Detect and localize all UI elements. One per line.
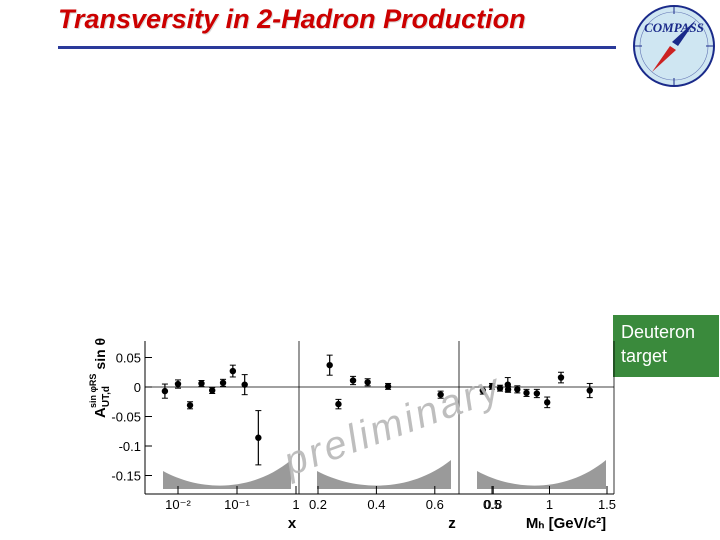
y-tick-label: -0.1 (119, 439, 141, 454)
y-axis: 0.05 0 -0.05 -0.1 -0.15 (111, 351, 152, 484)
marker (241, 381, 248, 388)
marker (479, 387, 486, 394)
data-point (241, 374, 248, 396)
preliminary-watermark: preliminary (277, 365, 508, 485)
x-tick-label: 0.6 (426, 497, 444, 512)
data-point (229, 364, 237, 378)
marker (209, 387, 216, 394)
marker (161, 387, 169, 395)
data-point (557, 371, 565, 384)
data-point (437, 390, 444, 399)
x-tick-label: 0.5 (483, 497, 501, 512)
x-tick-label: 0.8 (484, 497, 502, 512)
y-axis-label-sub: UT,d (101, 386, 112, 407)
systematic-band (163, 460, 291, 489)
marker (533, 390, 541, 397)
marker (198, 380, 205, 387)
marker (349, 377, 357, 384)
title-underline (58, 46, 616, 49)
marker (186, 402, 194, 409)
data-point (209, 387, 216, 394)
marker (557, 374, 565, 381)
x-tick-label: 1 (292, 497, 299, 512)
marker (514, 386, 521, 393)
systematic-band (477, 460, 606, 489)
marker (488, 383, 496, 390)
marker (335, 400, 342, 408)
x-tick-label: 0.4 (367, 497, 385, 512)
marker (255, 434, 262, 441)
data-point (186, 401, 194, 410)
y-axis-label-main: A (92, 407, 109, 418)
badge-line-1: Deuteron (621, 322, 696, 342)
x-tick-label: 1 (546, 497, 553, 512)
data-point (349, 375, 357, 386)
marker (219, 379, 227, 387)
x-axis-title: x (288, 515, 297, 532)
x-axis-title: Mₕ [GeV/c²] (526, 515, 606, 532)
data-point (586, 382, 593, 399)
x-axis-title: z (448, 515, 456, 532)
deuteron-target-badge: Deuteron target (613, 315, 719, 377)
data-point (488, 382, 496, 390)
marker (364, 379, 371, 386)
y-axis-label-sup: sin φRS (88, 374, 98, 408)
svg-text:AUT,dsin φRSsin θ: AUT,dsin φRS sin θ (88, 338, 112, 418)
data-point (174, 379, 182, 389)
marker (229, 367, 237, 375)
data-point (384, 382, 392, 390)
x-tick-label: 10⁻² (165, 497, 191, 512)
chart-frame (144, 341, 615, 495)
data-point (479, 386, 486, 395)
y-tick-label: -0.05 (111, 410, 141, 425)
data-point (326, 354, 333, 376)
marker (504, 386, 512, 393)
data-point (523, 388, 530, 397)
data-point (364, 378, 371, 387)
compass-logo: COMPASS (633, 5, 715, 87)
badge-line-2: target (621, 346, 668, 366)
systematic-bands (163, 460, 606, 489)
y-axis-label: AUT,dsin φRS sin θ (88, 338, 112, 418)
data-point (496, 384, 504, 392)
x-tick-label: 1.5 (598, 497, 616, 512)
logo-text: COMPASS (644, 20, 704, 35)
y-tick-label: -0.15 (111, 469, 141, 484)
y-axis-label-tail: sin θ (92, 338, 108, 370)
marker (544, 399, 551, 406)
data-points (161, 354, 593, 466)
y-tick-label: 0 (134, 380, 141, 395)
data-point (544, 396, 551, 409)
data-point (533, 388, 541, 399)
data-point (255, 410, 262, 466)
data-point (198, 380, 205, 387)
marker (384, 383, 392, 390)
data-point (161, 383, 169, 399)
x-axes: 10⁻² 10⁻¹ 1 x 0.2 0.4 0.6 0.8 z 0.5 1 1.5 Mₕ [GeV/c²… (165, 486, 616, 532)
marker (437, 391, 444, 398)
x-tick-label: 0.2 (309, 497, 327, 512)
marker (326, 361, 333, 369)
marker (523, 389, 530, 397)
data-point (335, 398, 342, 410)
slide-title: Transversity in 2-Hadron Production (58, 4, 526, 34)
data-point (219, 378, 227, 387)
marker (496, 384, 504, 392)
data-point (514, 385, 521, 394)
data-point (504, 385, 512, 393)
x-tick-label: 10⁻¹ (224, 497, 250, 512)
marker (586, 387, 593, 394)
marker (174, 380, 182, 388)
y-tick-label: 0.05 (116, 351, 141, 366)
systematic-band (317, 460, 451, 489)
